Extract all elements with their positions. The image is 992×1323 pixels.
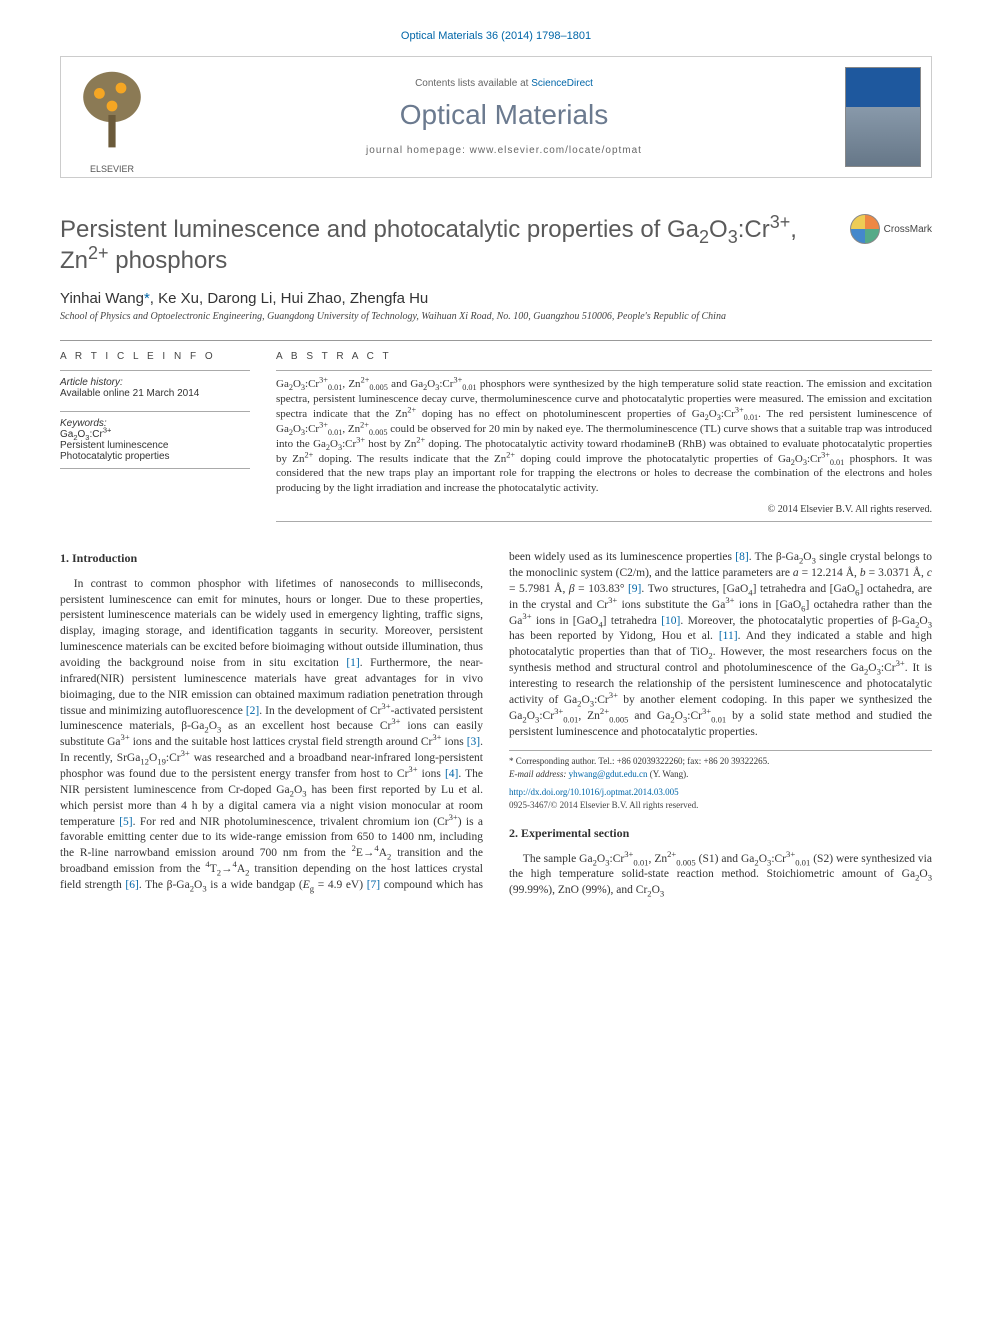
publisher-label: ELSEVIER	[90, 164, 134, 174]
abstract-body: Ga2O3:Cr3+0.01, Zn2+0.005 and Ga2O3:Cr3+…	[276, 370, 932, 496]
keywords-block: Keywords: Ga2O3:Cr3+Persistent luminesce…	[60, 411, 250, 469]
affiliation: School of Physics and Optoelectronic Eng…	[60, 311, 932, 322]
info-abstract-row: A R T I C L E I N F O Article history: A…	[60, 351, 932, 522]
article-info-column: A R T I C L E I N F O Article history: A…	[60, 351, 250, 522]
divider	[60, 340, 932, 341]
banner-center: Contents lists available at ScienceDirec…	[163, 78, 845, 156]
page-root: Optical Materials 36 (2014) 1798–1801 EL…	[0, 0, 992, 942]
corr-email-link[interactable]: yhwang@gdut.edu.cn	[569, 769, 648, 779]
journal-banner: ELSEVIER Contents lists available at Sci…	[60, 56, 932, 178]
email-label: E-mail address:	[509, 769, 569, 779]
history-line: Available online 21 March 2014	[60, 388, 250, 399]
section-1-para-1: In contrast to common phosphor with life…	[60, 550, 932, 901]
article-title: Persistent luminescence and photocatalyt…	[60, 214, 838, 276]
crossmark-label: CrossMark	[884, 224, 932, 235]
journal-name: Optical Materials	[163, 99, 845, 131]
homepage-url[interactable]: www.elsevier.com/locate/optmat	[470, 145, 642, 156]
corr-email-line: E-mail address: yhwang@gdut.edu.cn (Y. W…	[509, 768, 932, 780]
crossmark-icon	[850, 214, 880, 244]
article-info-head: A R T I C L E I N F O	[60, 351, 250, 362]
doi-link[interactable]: http://dx.doi.org/10.1016/j.optmat.2014.…	[509, 787, 679, 797]
article-history-block: Article history: Available online 21 Mar…	[60, 370, 250, 399]
publisher-logo: ELSEVIER	[61, 55, 163, 180]
section-2-head: 2. Experimental section	[509, 825, 932, 842]
body-columns: 1. Introduction In contrast to common ph…	[60, 550, 932, 901]
abstract-column: A B S T R A C T Ga2O3:Cr3+0.01, Zn2+0.00…	[276, 351, 932, 522]
doi-footer: http://dx.doi.org/10.1016/j.optmat.2014.…	[509, 786, 932, 811]
history-label: Article history:	[60, 377, 250, 388]
abstract-head: A B S T R A C T	[276, 351, 932, 362]
section-1-head: 1. Introduction	[60, 550, 483, 567]
journal-homepage-line: journal homepage: www.elsevier.com/locat…	[163, 145, 845, 156]
contents-available-line: Contents lists available at ScienceDirec…	[163, 78, 845, 89]
crossmark-badge[interactable]: CrossMark	[850, 214, 932, 244]
sciencedirect-link[interactable]: ScienceDirect	[531, 78, 593, 89]
journal-reference: Optical Materials 36 (2014) 1798–1801	[60, 30, 932, 42]
corresponding-author-footnote: * Corresponding author. Tel.: +86 020393…	[509, 750, 932, 811]
keywords-list: Ga2O3:Cr3+Persistent luminescencePhotoca…	[60, 429, 250, 462]
contents-prefix: Contents lists available at	[415, 78, 531, 89]
elsevier-tree-icon	[67, 61, 157, 160]
keywords-label: Keywords:	[60, 418, 250, 429]
issn-line: 0925-3467/© 2014 Elsevier B.V. All right…	[509, 800, 698, 810]
corr-author-line: * Corresponding author. Tel.: +86 020393…	[509, 755, 932, 767]
abstract-copyright: © 2014 Elsevier B.V. All rights reserved…	[276, 504, 932, 522]
title-row: Persistent luminescence and photocatalyt…	[60, 214, 932, 276]
author-list: Yinhai Wang*, Ke Xu, Darong Li, Hui Zhao…	[60, 290, 932, 307]
journal-cover-thumbnail	[845, 67, 921, 167]
homepage-prefix: journal homepage:	[366, 145, 470, 156]
email-suffix: (Y. Wang).	[647, 769, 688, 779]
section-2-para-1: The sample Ga2O3:Cr3+0.01, Zn2+0.005 (S1…	[509, 852, 932, 900]
